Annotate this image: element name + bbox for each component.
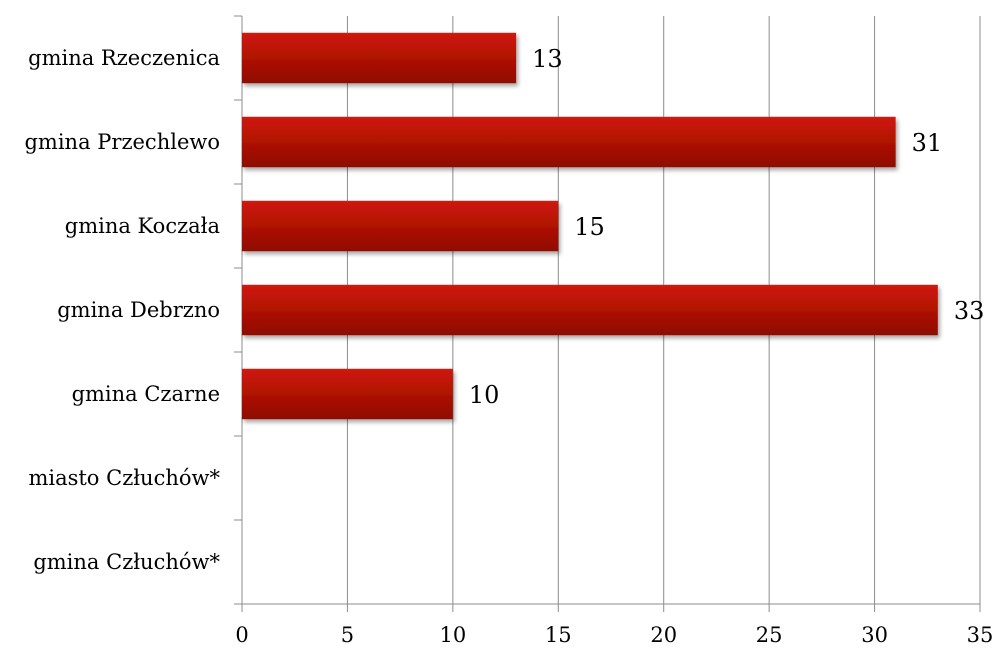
x-tick-label: 10 (439, 623, 466, 647)
x-tick-label: 35 (967, 623, 994, 647)
category-label: miasto Człuchów* (28, 466, 220, 490)
category-label: gmina Rzeczenica (28, 46, 220, 70)
x-tick-label: 0 (235, 623, 248, 647)
x-tick-label: 20 (650, 623, 677, 647)
bar (242, 200, 559, 252)
data-label: 10 (469, 381, 500, 409)
labels: 0 5 10 15 20 25 30 35 gmina Rzeczenica 13 gmina Pr… (24, 45, 993, 647)
category-label: gmina Człuchów* (33, 550, 220, 574)
data-label: 31 (912, 129, 943, 157)
bar (242, 284, 938, 336)
data-label: 13 (532, 45, 563, 73)
data-label: 15 (574, 213, 605, 241)
x-tick-label: 5 (341, 623, 354, 647)
x-tick-label: 30 (861, 623, 888, 647)
category-label: gmina Debrzno (57, 298, 220, 322)
x-tick-label: 25 (756, 623, 783, 647)
data-label: 33 (954, 297, 985, 325)
category-label: gmina Koczała (65, 214, 220, 238)
bars (242, 32, 938, 420)
bar (242, 116, 896, 168)
category-label: gmina Przechlewo (24, 130, 220, 154)
category-label: gmina Czarne (72, 382, 220, 406)
x-tick-label: 15 (545, 623, 572, 647)
bar (242, 368, 453, 420)
bar (242, 32, 517, 84)
